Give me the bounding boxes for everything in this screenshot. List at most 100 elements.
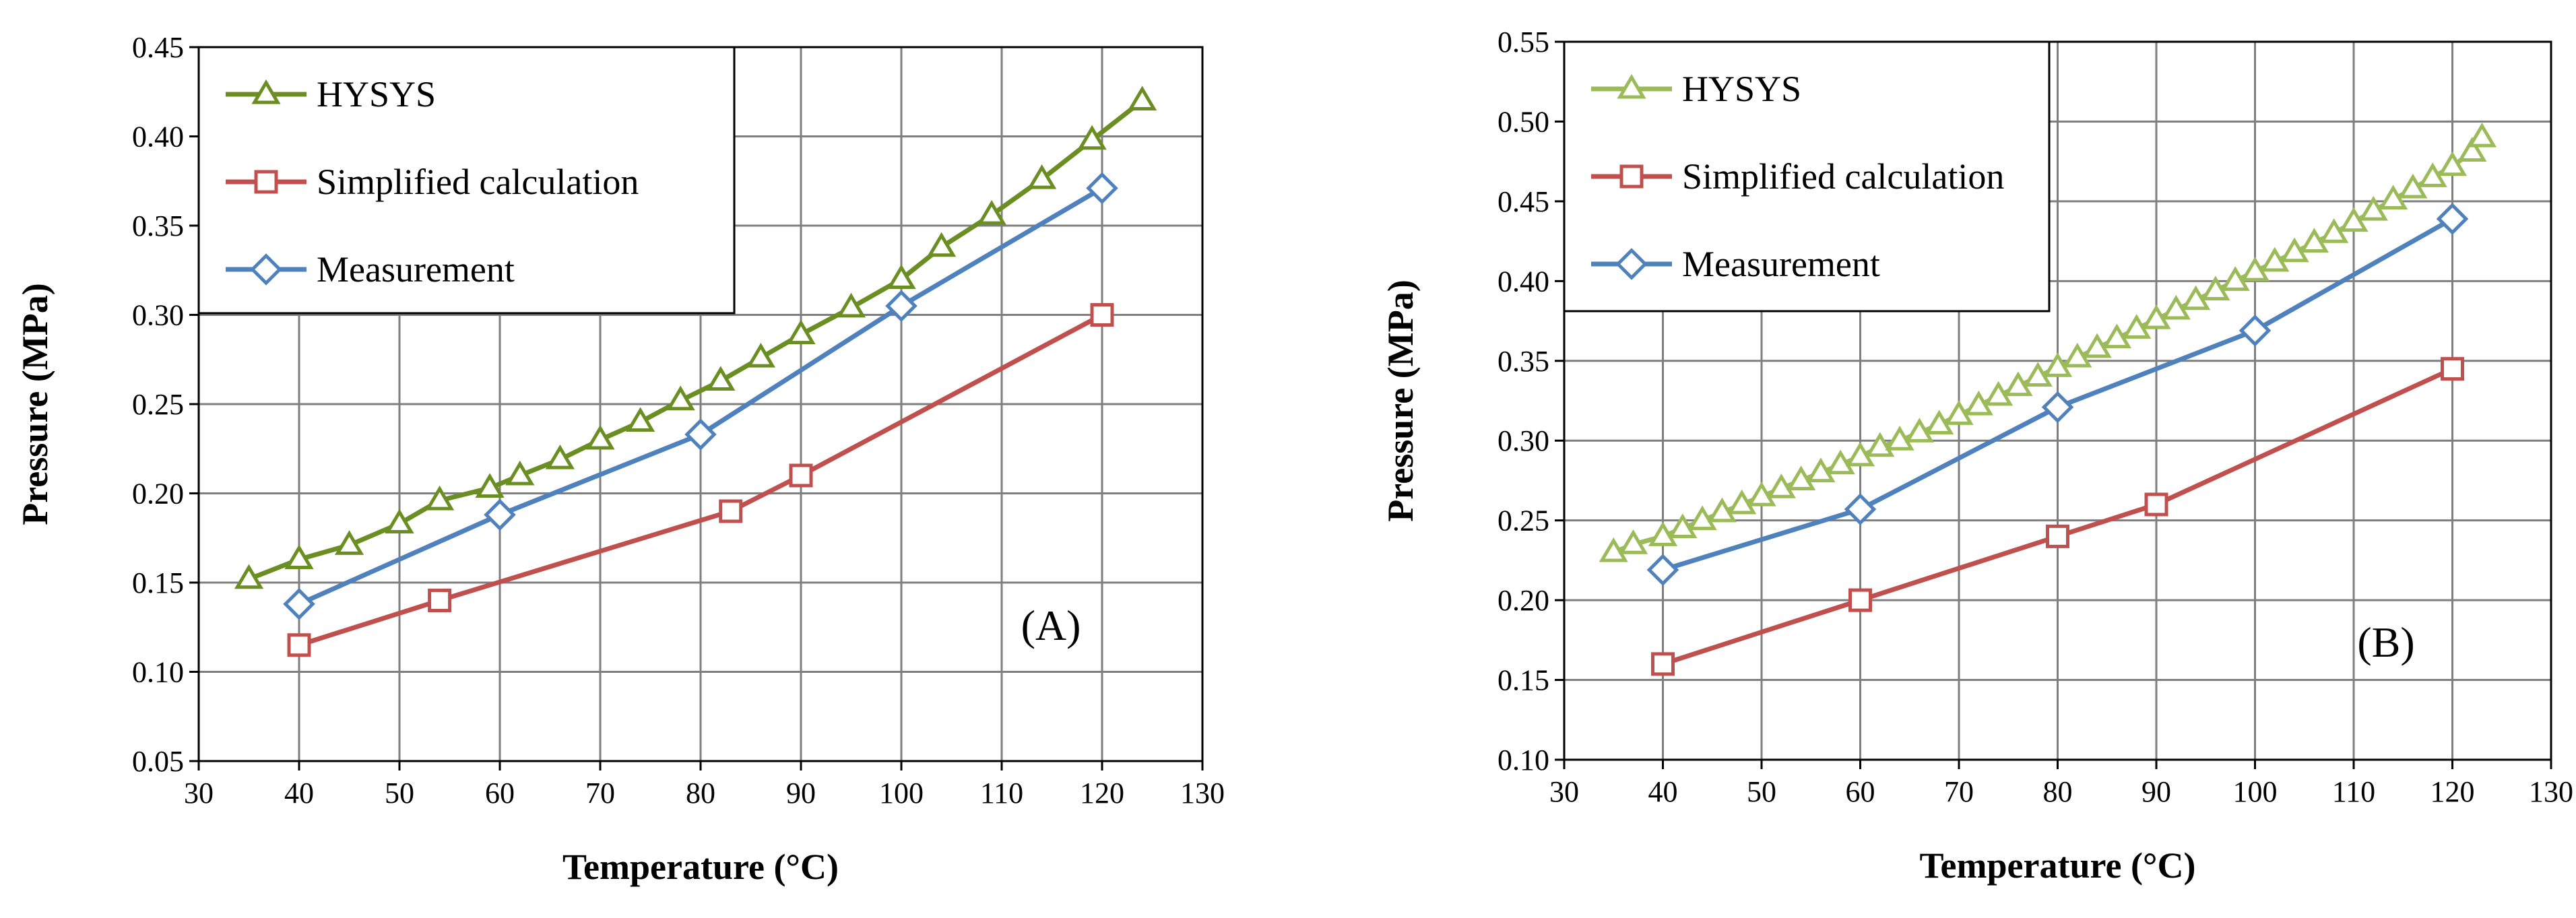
chart-b-panel-label: (B) [2357,618,2414,666]
chart-b-data-point [2260,247,2290,272]
chart-a-legend: HYSYS Simplified calculation Measurement [197,46,736,315]
chart-a-data-point [1027,164,1057,189]
chart-b-x-tick-label: 90 [2142,775,2171,808]
chart-a-legend-label: Measurement [317,249,515,290]
chart-a-data-point [887,264,916,289]
chart-a-data-point [719,499,743,523]
chart-b-y-tick-label: 0.25 [1498,504,1549,537]
chart-b-series-simplified-calculation [1651,357,2464,676]
chart-b-y-tick-label: 0.50 [1498,105,1549,138]
chart-a-y-tick-label: 0.20 [132,478,184,511]
chart-b-x-axis-title: Temperature (°C) [1919,845,2195,886]
chart-b-data-point [2436,203,2469,235]
chart-b-y-tick-label: 0.30 [1498,424,1549,457]
chart-a-data-point [746,342,776,368]
chart-b-data-point [1727,489,1757,515]
chart-a-data-point [789,463,813,488]
chart-b-data-point [2102,323,2132,349]
chart-b-x-tick-label: 60 [1846,775,1875,808]
chart-a-data-point [283,588,315,620]
chart-b-data-point [1964,390,1993,416]
chart-b-data-point [1904,418,1935,442]
chart-b-x-tick-label: 80 [2043,775,2073,808]
chart-a-data-point [284,544,314,570]
chart-b-data-point [2046,524,2069,548]
chart-b-data-point [1786,465,1816,490]
chart-a-legend-marker [250,253,282,286]
chart-b-x-tick-label: 70 [1944,775,1974,808]
chart-a-data-point [977,199,1006,225]
chart-b-legend-marker [1619,164,1644,189]
chart-a-x-tick-label: 130 [1180,777,1225,810]
chart-a-x-tick-label: 60 [485,777,515,810]
chart-b-series-measurement [1646,203,2469,586]
chart-a-data-point [287,633,311,657]
chart-a-y-tick-label: 0.40 [132,121,184,154]
chart-b-data-point [1826,449,1855,475]
chart-a: 30 40 50 60 70 80 90 100 110 120 130 0.05 0.10 0.15 0.… [15,31,1225,887]
chart-b-y-axis-title: Pressure (MPa) [1380,280,1421,521]
chart-a-legend-label: HYSYS [317,74,436,114]
chart-b-data-point [1844,493,1877,525]
chart-b-data-point [2144,492,2168,517]
chart-b-data-point [2467,122,2497,147]
chart-a-y-tick-label: 0.45 [132,31,184,64]
chart-b-data-point [1885,426,1914,451]
chart-b-data-point [1944,400,1974,425]
chart-b-x-tick-label: 40 [1648,775,1678,808]
chart-b-x-tick-label: 100 [2233,775,2278,808]
chart-a-data-point [1077,125,1107,150]
chart-b-data-point [1646,554,1679,586]
chart-b-data-point [2142,304,2171,329]
chart-b-x-tick-label: 120 [2430,775,2475,808]
chart-b-data-point [2457,137,2487,162]
chart-a-legend-label: Simplified calculation [317,162,639,202]
chart-b-data-point [1983,381,2014,406]
chart-b-data-point [2280,237,2309,263]
chart-a-y-tick-label: 0.35 [132,209,184,242]
chart-b-data-point [1651,652,1675,676]
chart-b-ticks: 30 40 50 60 70 80 90 100 110 120 130 0.10 0.15 0.20 0.… [1498,26,2573,808]
chart-a-data-point [926,232,957,257]
chart-b-legend-label: Measurement [1682,244,1880,284]
chart-b-data-point [2003,371,2033,397]
chart-a-data-point [505,460,535,486]
chart-a-data-point [885,290,917,323]
chart-a-series-simplified-calculation [287,303,1114,657]
chart-b-data-point [1687,505,1717,531]
chart-b-legend: HYSYS Simplified calculation Measurement [1563,40,2051,313]
chart-a-data-point [786,319,816,345]
chart-b-data-point [2239,314,2272,347]
chart-b-data-point [1599,537,1628,562]
chart-a-legend-marker [251,79,281,104]
chart-a-legend-marker [254,170,278,194]
chart-b-data-point [2063,342,2092,368]
chart-a-x-tick-label: 120 [1080,777,1124,810]
chart-b-data-point [2042,352,2073,377]
chart-a-data-point [428,589,452,612]
chart-b-y-tick-label: 0.10 [1498,744,1549,777]
chart-a-data-point [666,385,695,411]
chart-a-panel-label: (A) [1021,601,1081,649]
chart-b-y-tick-label: 0.55 [1498,26,1549,59]
chart-b-y-tick-label: 0.35 [1498,345,1549,378]
chart-a-y-tick-label: 0.10 [132,656,184,689]
chart-a-data-point [706,366,736,391]
chart-a-data-point [234,564,264,589]
chart-b-x-tick-label: 50 [1747,775,1776,808]
chart-a-data-point [424,485,455,511]
chart-a-data-point [585,424,615,450]
chart-a-x-tick-label: 40 [284,777,314,810]
chart-a-data-point [545,444,575,469]
chart-a-series-hysys [234,86,1157,589]
chart-a-x-tick-label: 70 [585,777,615,810]
chart-a-x-tick-label: 100 [879,777,924,810]
chart-b-legend-marker [1615,248,1648,280]
chart-b-data-point [2437,151,2468,176]
chart-a-data-point [1127,86,1157,110]
chart-b-data-point [1845,441,1875,467]
chart-a-y-tick-label: 0.30 [132,299,184,332]
chart-a-data-point [625,407,655,432]
chart-b-data-point [1648,521,1678,546]
chart-b-legend-label: HYSYS [1682,69,1801,109]
